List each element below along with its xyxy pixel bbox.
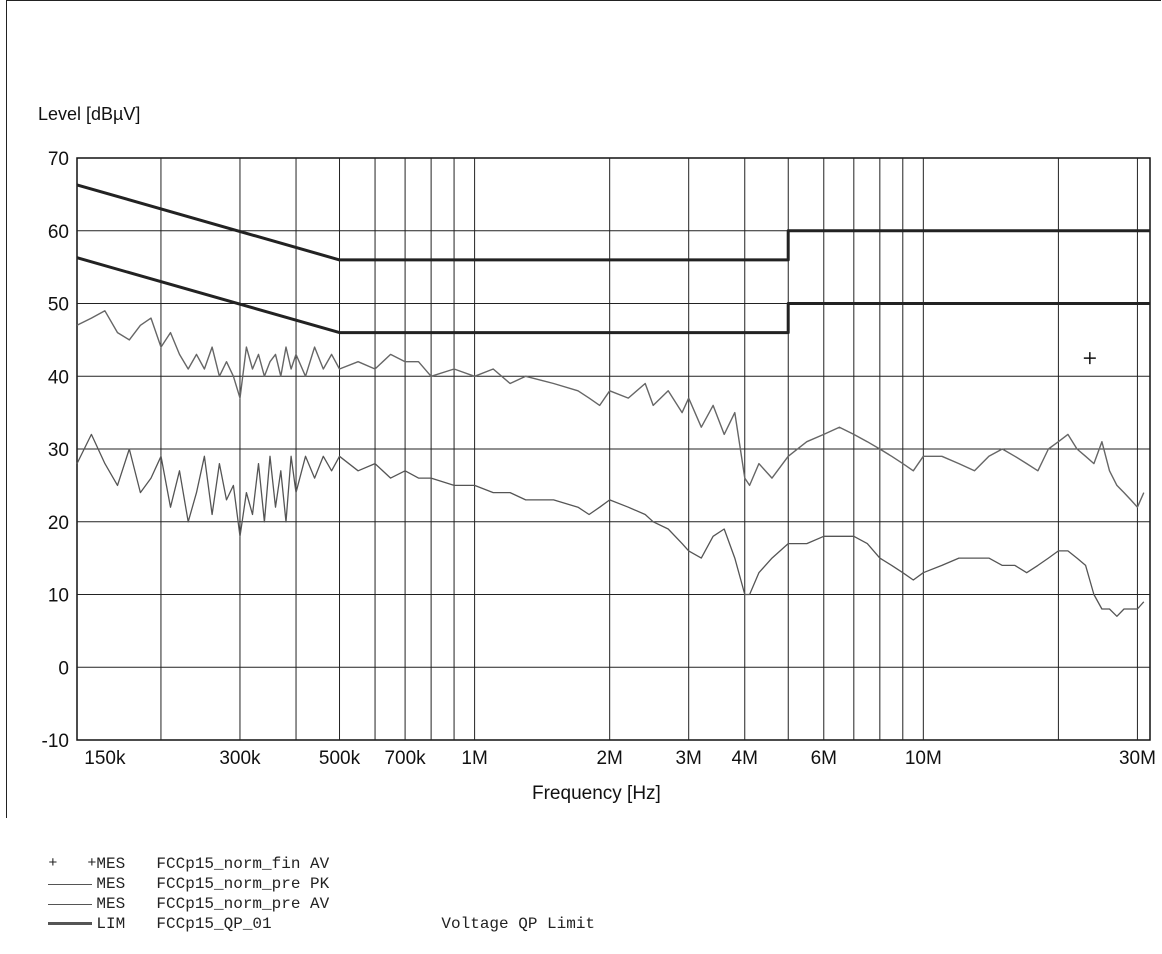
y-tick-label: 60 [48, 222, 69, 243]
limit-line [77, 258, 1150, 333]
final-av-marker [1084, 352, 1096, 364]
thick-line-icon [46, 914, 96, 934]
legend-row: MES FCCp15_norm_pre PK [8, 854, 595, 874]
pk-trace [77, 311, 1144, 507]
x-tick-label: 2M [596, 748, 622, 769]
y-tick-label: 50 [48, 295, 69, 316]
legend-desc: Voltage QP Limit [441, 914, 595, 934]
x-tick-label: 6M [811, 748, 837, 769]
y-tick-label: 10 [48, 586, 69, 607]
x-axis-title: Frequency [Hz] [532, 783, 661, 805]
x-tick-label: 1M [461, 748, 487, 769]
y-tick-label: 0 [58, 658, 69, 679]
emission-chart: 70 60 50 40 30 20 10 0 -10 150k 300k 500k 700k 1M 2M 3M… [0, 0, 1162, 820]
x-tick-label: 300k [219, 748, 261, 769]
legend-row: MES FCCp15_norm_pre AV [8, 874, 595, 894]
y-tick-label: 30 [48, 440, 69, 461]
legend-row: + + MES FCCp15_norm_fin AV [8, 834, 595, 854]
x-tick-label: 30M [1119, 748, 1156, 769]
legend-tag: LIM [96, 914, 156, 934]
legend: + + MES FCCp15_norm_fin AV MES FCCp15_norm_… [8, 834, 595, 914]
legend-name: FCCp15_QP_01 [156, 914, 441, 934]
x-tick-label: 4M [732, 748, 758, 769]
limit-line [77, 185, 1150, 260]
legend-row: LIM FCCp15_QP_01 Voltage QP Limit [8, 894, 595, 914]
x-tick-label: 150k [84, 748, 126, 769]
y-tick-label: -10 [42, 731, 69, 752]
y-tick-label: 40 [48, 367, 69, 388]
y-tick-label: 70 [48, 149, 69, 170]
y-tick-label: 20 [48, 513, 69, 534]
x-tick-label: 500k [319, 748, 361, 769]
x-tick-label: 3M [675, 748, 701, 769]
x-tick-label: 10M [905, 748, 942, 769]
y-axis-title: Level [dBµV] [38, 104, 140, 125]
x-tick-label: 700k [384, 748, 426, 769]
